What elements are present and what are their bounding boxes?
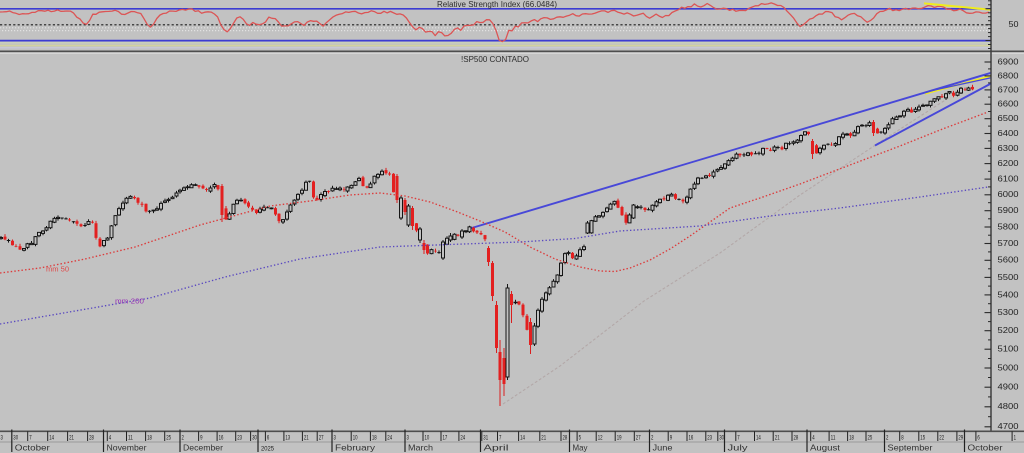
svg-text:14: 14 — [756, 434, 761, 441]
svg-text:1: 1 — [1014, 434, 1017, 441]
svg-text:5900: 5900 — [998, 206, 1020, 215]
svg-text:December: December — [183, 444, 223, 453]
svg-text:24: 24 — [387, 434, 392, 441]
svg-text:6: 6 — [977, 434, 980, 441]
svg-text:6000: 6000 — [998, 190, 1020, 199]
svg-text:2: 2 — [651, 434, 654, 441]
svg-text:11: 11 — [128, 434, 133, 441]
svg-text:3: 3 — [1, 434, 4, 441]
svg-text:April: April — [484, 444, 509, 453]
svg-text:28: 28 — [563, 434, 568, 441]
svg-text:31: 31 — [483, 434, 488, 441]
svg-text:5800: 5800 — [998, 222, 1020, 231]
svg-text:2: 2 — [182, 434, 185, 441]
svg-text:19: 19 — [617, 434, 622, 441]
svg-text:mm 50: mm 50 — [46, 265, 69, 274]
svg-text:15: 15 — [920, 434, 925, 441]
svg-text:27: 27 — [319, 434, 324, 441]
svg-text:30: 30 — [252, 434, 257, 441]
svg-text:25: 25 — [166, 434, 171, 441]
svg-text:!SP500 CONTADO: !SP500 CONTADO — [461, 55, 529, 64]
svg-text:7: 7 — [499, 434, 502, 441]
svg-text:17: 17 — [443, 434, 448, 441]
svg-text:28: 28 — [89, 434, 94, 441]
svg-text:6400: 6400 — [998, 129, 1020, 138]
svg-text:9: 9 — [670, 434, 673, 441]
svg-text:8: 8 — [901, 434, 904, 441]
svg-text:March: March — [408, 444, 433, 453]
svg-text:5100: 5100 — [998, 345, 1020, 354]
svg-text:November: November — [107, 444, 147, 453]
svg-text:18: 18 — [147, 434, 152, 441]
svg-text:6500: 6500 — [998, 114, 1020, 123]
svg-text:27: 27 — [636, 434, 641, 441]
svg-text:2: 2 — [886, 434, 889, 441]
svg-text:14: 14 — [49, 434, 54, 441]
svg-text:30: 30 — [719, 434, 724, 441]
svg-text:18: 18 — [849, 434, 854, 441]
svg-text:5200: 5200 — [998, 326, 1020, 335]
svg-text:11: 11 — [831, 434, 836, 441]
svg-text:October: October — [968, 444, 1003, 453]
svg-text:6600: 6600 — [998, 100, 1020, 109]
svg-text:mm 200: mm 200 — [115, 297, 144, 306]
svg-text:24: 24 — [460, 434, 465, 441]
svg-text:3: 3 — [407, 434, 410, 441]
svg-text:6700: 6700 — [998, 85, 1020, 94]
svg-text:6800: 6800 — [998, 71, 1020, 80]
svg-text:5000: 5000 — [998, 363, 1020, 372]
svg-text:21: 21 — [775, 434, 780, 441]
svg-text:5300: 5300 — [998, 308, 1020, 317]
svg-text:30: 30 — [13, 434, 18, 441]
svg-text:29: 29 — [958, 434, 963, 441]
svg-text:4900: 4900 — [998, 383, 1020, 392]
svg-text:50: 50 — [1009, 20, 1020, 29]
svg-text:October: October — [15, 444, 50, 453]
svg-text:16: 16 — [689, 434, 694, 441]
svg-text:6: 6 — [267, 434, 270, 441]
svg-text:28: 28 — [794, 434, 799, 441]
svg-text:14: 14 — [520, 434, 525, 441]
svg-text:4700: 4700 — [998, 422, 1020, 431]
svg-text:August: August — [810, 444, 841, 453]
svg-text:6200: 6200 — [998, 159, 1020, 168]
svg-text:23: 23 — [237, 434, 242, 441]
svg-text:Relative Strength Index (66.04: Relative Strength Index (66.0484) — [437, 0, 557, 9]
svg-text:9: 9 — [200, 434, 203, 441]
svg-text:July: July — [728, 444, 749, 453]
svg-text:25: 25 — [868, 434, 873, 441]
svg-text:13: 13 — [285, 434, 290, 441]
svg-text:12: 12 — [598, 434, 603, 441]
svg-text:21: 21 — [304, 434, 309, 441]
svg-text:September: September — [888, 444, 933, 453]
svg-text:21: 21 — [541, 434, 546, 441]
svg-text:5400: 5400 — [998, 290, 1020, 299]
svg-text:May: May — [573, 444, 589, 453]
svg-text:February: February — [335, 444, 376, 453]
svg-text:4800: 4800 — [998, 402, 1020, 411]
svg-text:22: 22 — [939, 434, 944, 441]
svg-text:6100: 6100 — [998, 175, 1020, 184]
svg-text:16: 16 — [219, 434, 224, 441]
svg-text:7: 7 — [737, 434, 740, 441]
svg-text:10: 10 — [353, 434, 358, 441]
svg-text:7: 7 — [29, 434, 32, 441]
svg-text:21: 21 — [69, 434, 74, 441]
svg-text:6300: 6300 — [998, 144, 1020, 153]
svg-text:4: 4 — [109, 434, 112, 441]
svg-text:3: 3 — [334, 434, 337, 441]
svg-text:June: June — [653, 444, 673, 453]
svg-text:4: 4 — [812, 434, 815, 441]
svg-text:6900: 6900 — [998, 57, 1020, 66]
svg-text:2025: 2025 — [261, 446, 274, 453]
svg-text:5700: 5700 — [998, 239, 1020, 248]
svg-text:10: 10 — [425, 434, 430, 441]
svg-text:5600: 5600 — [998, 256, 1020, 265]
svg-text:5: 5 — [579, 434, 582, 441]
svg-text:5500: 5500 — [998, 273, 1020, 282]
svg-text:18: 18 — [372, 434, 377, 441]
svg-text:23: 23 — [707, 434, 712, 441]
